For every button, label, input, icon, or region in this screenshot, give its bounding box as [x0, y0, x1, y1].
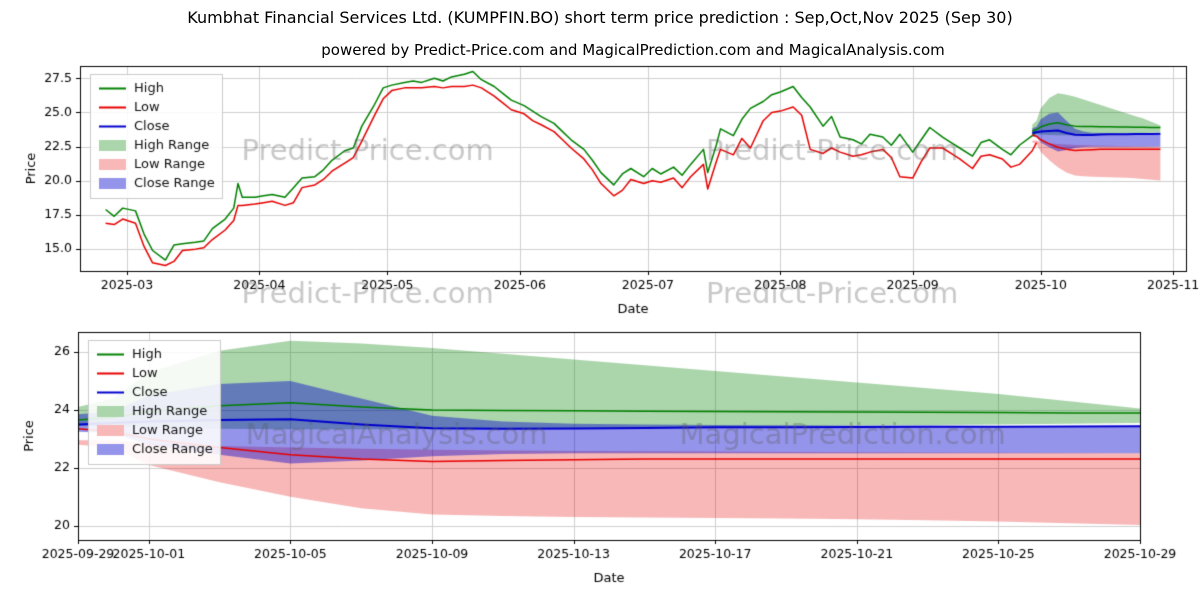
page-title: Kumbhat Financial Services Ltd. (KUMPFIN… [187, 8, 1013, 27]
page-subtitle: powered by Predict-Price.com and Magical… [321, 41, 945, 59]
